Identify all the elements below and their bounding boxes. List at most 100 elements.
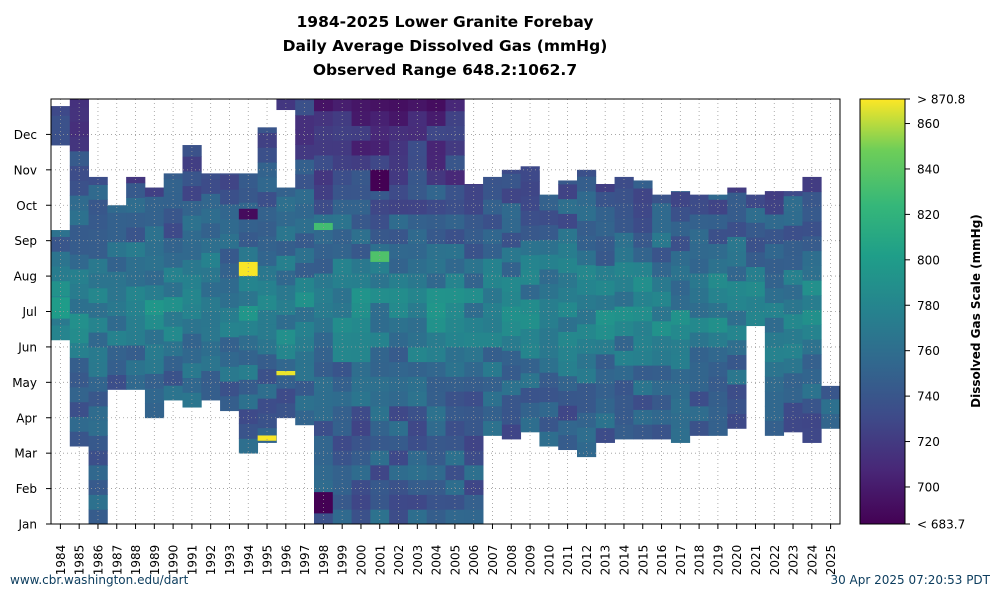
heatmap-cell — [670, 206, 691, 222]
heatmap-cell — [276, 270, 296, 286]
heatmap-cell — [332, 376, 352, 392]
x-tick-label: 2016 — [655, 545, 669, 576]
heatmap-cell — [708, 391, 728, 407]
heatmap-cell — [614, 261, 634, 278]
heatmap-cell — [727, 398, 747, 415]
heatmap-cell — [332, 228, 352, 245]
heatmap-cell — [276, 99, 296, 111]
heatmap-cell — [483, 346, 503, 363]
heatmap-cell — [276, 358, 296, 374]
heatmap-cell — [652, 247, 672, 263]
heatmap-cell — [126, 256, 146, 272]
heatmap-cell — [295, 188, 315, 204]
heatmap-cell — [314, 110, 334, 126]
heatmap-cell — [163, 237, 183, 253]
heatmap-cell — [220, 174, 240, 190]
heatmap-cell — [445, 317, 465, 333]
heatmap-cell — [595, 324, 615, 340]
heatmap-cell — [464, 184, 484, 200]
heatmap-cell — [257, 132, 277, 148]
heatmap-cell — [389, 317, 409, 333]
y-tick-label: May — [12, 376, 37, 390]
x-axis: 1984 1985 1986 1987 1988 1989 1990 1991 1992 1993… — [54, 524, 838, 575]
heatmap-cell — [483, 214, 503, 230]
heatmap-cell — [595, 309, 615, 325]
heatmap-hotspot — [314, 222, 333, 231]
heatmap-cell — [107, 227, 127, 243]
heatmap-cell — [88, 376, 108, 392]
x-tick-label: 1997 — [298, 545, 312, 576]
heatmap-cell — [445, 494, 465, 510]
heatmap-cell — [483, 258, 503, 274]
heatmap-cell — [539, 431, 559, 447]
heatmap-cell — [483, 199, 503, 215]
heatmap-cell — [126, 345, 146, 361]
heatmap-cell — [88, 214, 108, 230]
heatmap-cell — [708, 214, 728, 230]
y-tick-label: Jun — [17, 340, 37, 354]
heatmap-cell — [257, 147, 277, 163]
heatmap-hotspot — [257, 435, 277, 441]
heatmap-cell — [220, 173, 240, 175]
heatmap-cell — [370, 273, 390, 289]
heatmap-cell — [107, 256, 127, 272]
heatmap-cell — [407, 405, 428, 422]
heatmap-cell — [520, 269, 540, 285]
heatmap-cell — [295, 395, 315, 411]
heatmap-cell — [689, 194, 709, 200]
heatmap-cell — [69, 209, 89, 226]
heatmap-cell — [501, 261, 522, 278]
heatmap-cell — [727, 187, 747, 193]
heatmap-cell — [764, 420, 785, 436]
x-tick-label: 1996 — [279, 545, 293, 576]
heatmap-cell — [276, 329, 296, 345]
heatmap-cell — [314, 228, 334, 245]
heatmap-cell — [351, 420, 371, 436]
heatmap-cell — [727, 207, 747, 223]
heatmap-cell — [708, 228, 728, 245]
heatmap-cell — [821, 385, 841, 400]
heatmap-cell — [295, 218, 315, 234]
heatmap-cell — [332, 199, 352, 215]
heatmap-cell — [708, 302, 728, 318]
heatmap-cell — [182, 333, 202, 349]
heatmap-cell — [445, 405, 465, 422]
heatmap-cell — [201, 267, 221, 283]
x-tick-label: 1987 — [110, 545, 124, 576]
heatmap-cell — [426, 273, 446, 289]
heatmap-cell — [88, 450, 108, 466]
heatmap-cell — [633, 350, 653, 366]
heatmap-cell — [370, 99, 390, 112]
heatmap-cell — [220, 381, 240, 397]
heatmap-cell — [107, 300, 127, 317]
y-tick-label: Apr — [16, 411, 37, 425]
heatmap-cell — [670, 250, 691, 266]
x-tick-label: 2022 — [768, 545, 782, 576]
heatmap-cell — [764, 273, 785, 289]
x-tick-label: 2024 — [805, 545, 819, 576]
heatmap-cell — [595, 413, 615, 429]
heatmap-cell — [332, 450, 352, 466]
heatmap-cell — [520, 254, 540, 270]
heatmap-cell — [238, 290, 259, 306]
heatmap-hotspot — [370, 251, 390, 262]
x-tick-label: 2007 — [486, 545, 500, 576]
heatmap-cell — [802, 309, 822, 325]
heatmap-cell — [163, 252, 183, 268]
heatmap-cell — [407, 273, 428, 289]
heatmap-cell — [276, 240, 296, 256]
heatmap-cell — [614, 306, 634, 322]
heatmap-cell — [783, 225, 803, 241]
heatmap-cell — [464, 346, 484, 363]
heatmap-cell — [51, 251, 71, 267]
heatmap-cell — [727, 369, 747, 385]
heatmap-cell — [295, 306, 315, 322]
x-tick-label: 1990 — [167, 545, 181, 576]
heatmap-cell — [88, 184, 108, 200]
heatmap-cell — [614, 176, 634, 189]
heatmap-cell — [501, 394, 522, 410]
heatmap-cell — [483, 302, 503, 318]
footer-link[interactable]: www.cbr.washington.edu/dart — [10, 573, 189, 587]
heatmap-cell — [126, 182, 146, 198]
y-tick-label: Jan — [18, 518, 38, 532]
